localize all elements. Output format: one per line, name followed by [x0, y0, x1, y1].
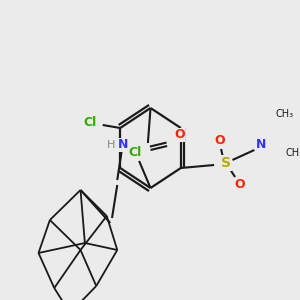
- Text: H: H: [107, 140, 115, 150]
- Text: O: O: [214, 134, 225, 148]
- Text: CH₃: CH₃: [286, 148, 300, 158]
- Text: N: N: [118, 139, 129, 152]
- Text: Cl: Cl: [84, 116, 97, 130]
- Text: CH₃: CH₃: [275, 109, 293, 119]
- Text: S: S: [221, 156, 231, 170]
- Text: O: O: [174, 128, 185, 142]
- Text: Cl: Cl: [128, 146, 141, 160]
- Text: O: O: [234, 178, 245, 191]
- Text: N: N: [256, 139, 266, 152]
